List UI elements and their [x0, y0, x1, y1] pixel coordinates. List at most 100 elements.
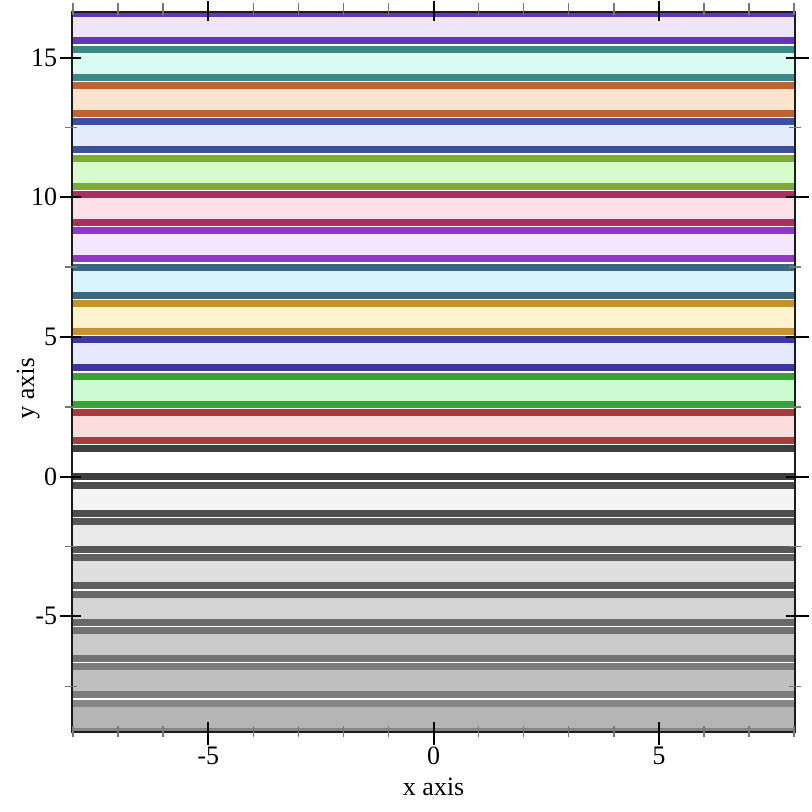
- interval-band-fill: [73, 521, 794, 550]
- interval-band-edge: [73, 691, 794, 699]
- y-major-tick-left: [60, 615, 81, 618]
- interval-band-edge: [73, 45, 794, 53]
- x-minor-tick-bottom: [522, 726, 525, 737]
- interval-band-fill: [73, 121, 794, 150]
- x-minor-tick-bottom: [387, 726, 390, 737]
- y-minor-tick-left: [65, 545, 77, 548]
- y-minor-tick-left: [65, 685, 77, 688]
- y-tick-label: 15: [31, 42, 57, 72]
- interval-band-edge: [73, 37, 794, 45]
- y-major-tick-left: [60, 196, 81, 199]
- interval-band-edge: [73, 118, 794, 126]
- x-major-tick-bottom: [207, 722, 210, 745]
- x-minor-tick-top: [567, 3, 570, 15]
- x-major-tick-bottom: [432, 722, 435, 745]
- x-tick-label: 0: [427, 741, 440, 770]
- interval-band-fill: [73, 303, 794, 332]
- interval-band-edge: [73, 110, 794, 118]
- interval-band-fill: [73, 557, 794, 586]
- interval-band-edge: [73, 255, 794, 263]
- interval-band-edge: [73, 191, 794, 199]
- plot-area: [73, 13, 794, 731]
- y-major-tick-right: [786, 196, 809, 199]
- interval-band-fill: [73, 485, 794, 514]
- interval-band-edge: [73, 372, 794, 380]
- x-minor-tick-bottom: [297, 726, 300, 737]
- y-major-tick-right: [786, 475, 809, 478]
- interval-band-fill: [73, 376, 794, 405]
- x-minor-tick-top: [748, 3, 750, 15]
- interval-band-edge: [73, 227, 794, 235]
- interval-band-edge: [73, 436, 794, 444]
- x-major-tick-bottom: [657, 722, 660, 745]
- interval-band-edge: [73, 146, 794, 154]
- interval-band-edge: [73, 509, 794, 517]
- interval-band-edge: [73, 554, 794, 562]
- x-minor-tick-bottom: [117, 726, 119, 737]
- interval-band-edge: [73, 663, 794, 671]
- x-minor-tick-top: [793, 3, 795, 15]
- interval-band-fill: [73, 666, 794, 695]
- x-minor-tick-top: [297, 3, 300, 15]
- y-minor-tick-right: [789, 406, 801, 408]
- interval-band-edge: [73, 545, 794, 553]
- y-minor-tick-left: [65, 126, 77, 129]
- x-minor-tick-top: [703, 3, 705, 15]
- interval-band-edge: [73, 364, 794, 372]
- y-minor-tick-left: [65, 266, 77, 268]
- interval-band-edge: [73, 263, 794, 271]
- x-minor-tick-bottom: [477, 726, 480, 737]
- x-minor-tick-top: [613, 3, 615, 15]
- y-tick-label: -5: [35, 601, 57, 631]
- y-minor-tick-right: [789, 545, 801, 548]
- x-tick-label: 5: [652, 741, 666, 770]
- interval-band-fill: [73, 194, 794, 223]
- x-minor-tick-top: [522, 3, 525, 15]
- x-minor-tick-top: [387, 3, 390, 15]
- x-axis-label: x axis: [402, 772, 465, 801]
- interval-band-fill: [73, 448, 794, 477]
- y-tick-label: 10: [31, 182, 57, 212]
- y-tick-label: 0: [44, 461, 57, 491]
- x-minor-tick-bottom: [252, 726, 254, 737]
- interval-band-edge: [73, 73, 794, 81]
- interval-band-fill: [73, 630, 794, 659]
- x-major-tick-top: [432, 1, 435, 21]
- x-minor-tick-top: [342, 3, 345, 15]
- interval-band-edge: [73, 481, 794, 489]
- x-minor-tick-bottom: [567, 726, 570, 737]
- x-minor-tick-top: [477, 3, 480, 15]
- x-minor-tick-top: [162, 3, 164, 15]
- interval-band-edge: [73, 291, 794, 299]
- interval-band-edge: [73, 582, 794, 590]
- y-minor-tick-right: [789, 685, 801, 688]
- interval-band-edge: [73, 82, 794, 90]
- interval-band-edge: [73, 618, 794, 626]
- y-minor-tick-left: [65, 406, 77, 408]
- y-minor-tick-right: [789, 266, 801, 268]
- interval-band-fill: [73, 267, 794, 296]
- interval-band-fill: [73, 85, 794, 114]
- x-minor-tick-top: [72, 3, 74, 15]
- interval-band-edge: [73, 400, 794, 408]
- y-axis-label: y axis: [11, 357, 40, 419]
- y-major-tick-right: [786, 336, 809, 339]
- y-major-tick-left: [60, 475, 81, 478]
- interval-band-edge: [73, 219, 794, 227]
- interval-band-edge: [73, 336, 794, 344]
- x-minor-tick-bottom: [748, 726, 750, 737]
- x-major-tick-top: [657, 1, 660, 21]
- y-major-tick-left: [60, 56, 81, 59]
- interval-band-fill: [73, 594, 794, 623]
- x-minor-tick-bottom: [703, 726, 705, 737]
- interval-band-fill: [73, 230, 794, 259]
- interval-band-fill: [73, 49, 794, 78]
- interval-band-edge: [73, 473, 794, 481]
- interval-band-edge: [73, 445, 794, 453]
- x-minor-tick-bottom: [72, 726, 74, 737]
- interval-band-fill: [73, 339, 794, 368]
- x-major-tick-top: [207, 1, 210, 21]
- y-tick-label: 5: [44, 322, 57, 352]
- y-major-tick-right: [786, 615, 809, 618]
